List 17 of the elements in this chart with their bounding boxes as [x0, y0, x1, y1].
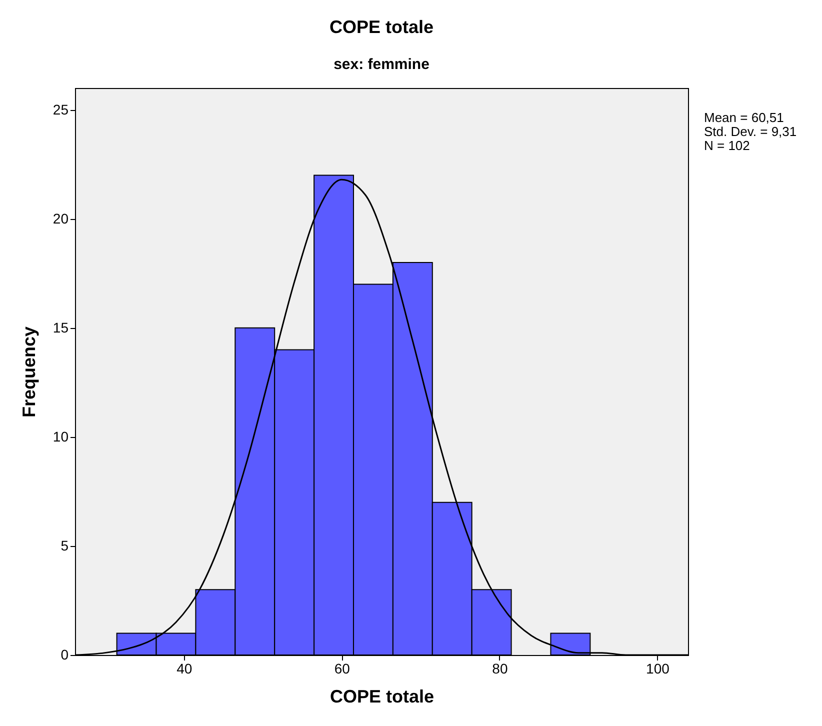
x-tick-label: 60 [334, 660, 350, 676]
y-tick-label: 25 [52, 101, 69, 118]
chart-subtitle: sex: femmine [334, 56, 430, 73]
y-tick-label: 5 [60, 537, 69, 554]
x-tick-label: 100 [646, 660, 670, 676]
text: Std. Dev. = 9,31 [704, 124, 797, 139]
y-axis-title: Frequency [18, 326, 39, 418]
x-tick-label: 80 [492, 660, 508, 676]
x-tick-label: 40 [176, 660, 192, 676]
chart-title: COPE totale [329, 17, 434, 37]
y-tick-label: 10 [52, 428, 69, 444]
x-axis-title: COPE totale [330, 686, 434, 706]
text: N = 102 [704, 138, 750, 153]
text: Mean = 60,51 [704, 110, 784, 125]
y-tick-label: 15 [52, 319, 69, 336]
y-tick-label: 20 [52, 210, 69, 226]
y-tick-label: 0 [60, 646, 69, 662]
